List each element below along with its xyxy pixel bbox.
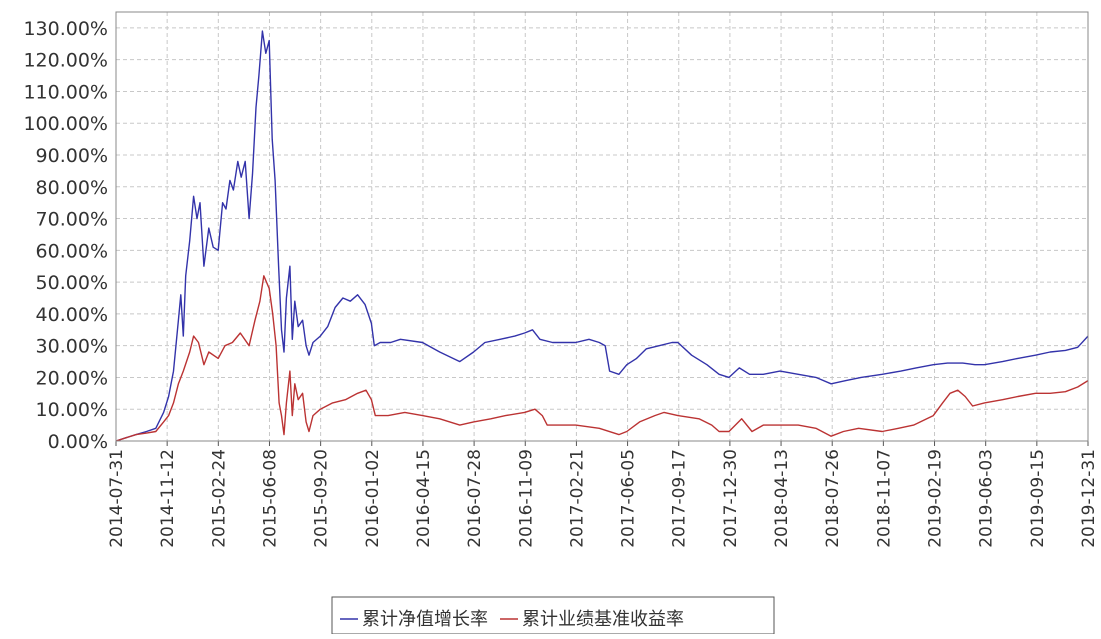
x-tick-label: 2016-07-28 — [465, 449, 485, 548]
y-tick-label: 30.00% — [36, 336, 108, 358]
x-tick-label: 2017-02-21 — [567, 449, 587, 548]
x-tick-label: 2019-02-19 — [926, 449, 946, 548]
x-tick-label: 2016-11-09 — [516, 449, 536, 548]
y-tick-label: 50.00% — [36, 272, 108, 294]
x-tick-label: 2017-06-05 — [619, 449, 639, 548]
y-tick-label: 130.00% — [23, 18, 108, 40]
series-line-1 — [115, 30, 1089, 442]
legend-label-1: 累计净值增长率 — [362, 609, 488, 630]
y-tick-label: 0.00% — [48, 431, 108, 453]
x-tick-label: 2019-09-15 — [1028, 449, 1048, 548]
x-tick-label: 2018-04-13 — [772, 449, 792, 548]
x-tick-label: 2019-06-03 — [977, 449, 997, 548]
plot-area — [116, 12, 1088, 441]
x-tick-label: 2019-12-31 — [1079, 449, 1099, 548]
y-tick-label: 40.00% — [36, 304, 108, 326]
y-tick-label: 10.00% — [36, 399, 108, 421]
x-tick-label: 2015-09-20 — [312, 449, 332, 548]
y-tick-label: 20.00% — [36, 367, 108, 389]
y-tick-label: 120.00% — [23, 50, 108, 72]
y-tick-label: 70.00% — [36, 209, 108, 231]
y-tick-label: 60.00% — [36, 240, 108, 262]
x-tick-label: 2015-06-08 — [260, 449, 280, 548]
x-tick-label: 2016-01-02 — [363, 449, 383, 548]
plot-frame — [115, 11, 1089, 442]
x-tick-label: 2018-07-26 — [823, 449, 843, 548]
legend-box — [331, 596, 775, 635]
y-tick-label: 110.00% — [23, 81, 108, 103]
x-tick-label: 2017-12-30 — [721, 449, 741, 548]
y-tick-label: 80.00% — [36, 177, 108, 199]
legend-label-2: 累计业绩基准收益率 — [522, 609, 684, 630]
x-tick-label: 2016-04-15 — [414, 449, 434, 548]
x-tick-label: 2014-11-12 — [158, 449, 178, 548]
x-tick-label: 2018-11-07 — [874, 449, 894, 548]
y-tick-label: 100.00% — [23, 113, 108, 135]
x-tick-label: 2017-09-17 — [670, 449, 690, 548]
y-tick-label: 90.00% — [36, 145, 108, 167]
x-tick-label: 2014-07-31 — [107, 449, 127, 548]
x-tick-label: 2015-02-24 — [209, 449, 229, 548]
series-line-2 — [115, 275, 1089, 442]
